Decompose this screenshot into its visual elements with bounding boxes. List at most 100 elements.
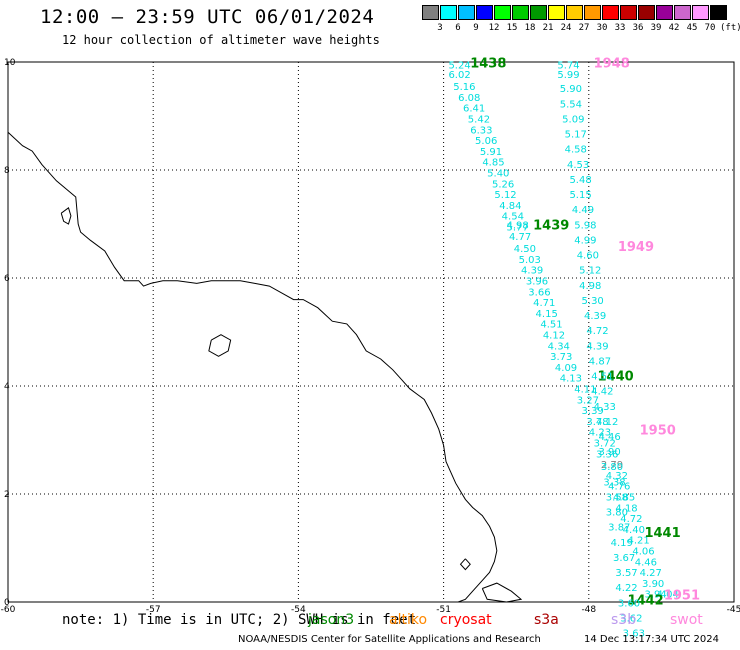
y-tick-label: 6: [4, 274, 10, 284]
wave-height-value: 5.16: [453, 82, 475, 93]
wave-height-value: 5.30: [582, 296, 604, 307]
coastline-island: [481, 582, 523, 603]
wave-height-value: 4.12: [543, 330, 565, 341]
wave-height-value: 4.77: [509, 232, 531, 243]
coastline-island: [60, 206, 72, 225]
color-swatch: [620, 5, 637, 20]
color-scale-label: 12: [488, 23, 500, 33]
wave-height-value: 5.91: [480, 147, 502, 158]
wave-height-value: 3.90: [642, 579, 664, 590]
color-scale-label: 3: [437, 23, 443, 33]
wave-height-value: 3.72: [594, 438, 616, 449]
legend-cryosat: cryosat: [440, 612, 492, 628]
wave-height-value: 6.08: [458, 93, 480, 104]
wave-height-value: 3.38: [603, 477, 625, 488]
x-tick-label: -51: [436, 605, 451, 615]
wave-height-value: 4.85: [482, 158, 504, 169]
color-scale-label: 39: [650, 23, 662, 33]
color-scale-label: 9: [473, 23, 479, 33]
color-swatch: [494, 5, 511, 20]
wave-height-value: 5.74: [557, 60, 579, 71]
x-tick-label: -54: [291, 605, 306, 615]
wave-height-value: 3.73: [550, 352, 572, 363]
color-swatch: [440, 5, 457, 20]
pass-time-label: 1949: [618, 240, 654, 255]
wave-height-value: 3.87: [608, 523, 630, 534]
wave-height-value: 4.39: [586, 341, 608, 352]
wave-height-value: 4.39: [521, 266, 543, 277]
wave-height-value: 5.40: [487, 168, 509, 179]
color-scale-label: 42: [668, 23, 680, 33]
wave-height-value: 4.13: [560, 374, 582, 385]
wave-height-value: 4.33: [594, 402, 616, 413]
wave-height-value: 4.87: [589, 356, 611, 367]
color-swatch: [692, 5, 709, 20]
color-swatch: [584, 5, 601, 20]
wave-height-value: 5.90: [560, 84, 582, 95]
wave-height-value: 3.94: [644, 590, 666, 601]
pass-time-label: 1442: [628, 594, 664, 609]
wave-height-value: 3.60: [618, 598, 640, 609]
color-scale-label: 33: [614, 23, 626, 33]
wave-height-value: 5.54: [560, 99, 582, 110]
units-note: note: 1) Time is in UTC; 2) SWH is in fe…: [62, 612, 417, 628]
wave-height-value: 6.41: [463, 104, 485, 115]
color-scale-label: 27: [578, 23, 590, 33]
color-scale-label: 21: [542, 23, 554, 33]
color-swatch: [566, 5, 583, 20]
wave-height-value: 4.27: [640, 568, 662, 579]
wave-height-value: 4.15: [536, 309, 558, 320]
color-swatch: [656, 5, 673, 20]
wave-height-value: 5.48: [569, 175, 591, 186]
wave-height-value: 4.11: [574, 384, 596, 395]
legend-jason3: jason3: [308, 612, 355, 628]
wave-height-value: 4.49: [572, 205, 594, 216]
wave-height-value: 4.98: [579, 281, 601, 292]
wave-height-value: 4.32: [606, 471, 628, 482]
color-swatch: [458, 5, 475, 20]
wave-height-value: 3.96: [526, 276, 548, 287]
wave-height-value: 3.57: [615, 568, 637, 579]
wave-height-value: 3.80: [606, 508, 628, 519]
wave-height-value: 3.62: [620, 613, 642, 624]
wave-height-value: 5.26: [492, 179, 514, 190]
map-frame: [7, 61, 735, 603]
wave-height-value: 4.51: [540, 320, 562, 331]
wave-height-value: 4.84: [499, 201, 521, 212]
wave-height-value: 5.17: [565, 130, 587, 141]
wave-height-value: 4.53: [567, 160, 589, 171]
wave-height-value: 5.06: [475, 136, 497, 147]
wave-height-value: 4.46: [635, 557, 657, 568]
color-scale-label: 36: [632, 23, 644, 33]
y-tick-label: 10: [4, 58, 16, 68]
map-title: 12:00 – 23:59 UTC 06/01/2024: [40, 6, 375, 28]
wave-height-value: 5.24: [448, 60, 470, 71]
satellite-tracks: 5.246.025.166.086.415.426.335.065.914.85…: [448, 56, 700, 639]
wave-height-value: 5.03: [519, 255, 541, 266]
wave-height-value: 4.72: [620, 514, 642, 525]
credit-text: NOAA/NESDIS Center for Satellite Applica…: [238, 634, 541, 645]
pass-time-label: 1441: [644, 526, 680, 541]
color-scale-label: 15: [506, 23, 518, 33]
legend-altiko: altiko: [389, 612, 428, 628]
y-tick-label: 8: [4, 166, 10, 176]
coastline-mainland: [7, 131, 498, 603]
axis-labels: -60 -57 -54 -51 -48 -45 0 2 4 6 8 10: [1, 58, 740, 615]
color-swatch: [476, 5, 493, 20]
wave-height-value: 4.72: [586, 326, 608, 337]
wave-height-value: 4.39: [584, 311, 606, 322]
wave-height-value: 4.19: [611, 538, 633, 549]
x-tick-label: -45: [727, 605, 740, 615]
wave-height-value: 4.23: [589, 428, 611, 439]
color-scale-label: 30: [596, 23, 608, 33]
y-tick-label: 4: [4, 382, 10, 392]
wave-height-value: 5.15: [569, 190, 591, 201]
wave-height-value: 4.85: [613, 492, 635, 503]
color-scale-label: 18: [524, 23, 536, 33]
wave-height-value: 4.34: [548, 341, 570, 352]
color-swatch: [710, 5, 727, 20]
color-scale-label: 24: [560, 23, 572, 33]
wave-height-value: 4.99: [574, 235, 596, 246]
y-tick-label: 0: [4, 598, 10, 608]
